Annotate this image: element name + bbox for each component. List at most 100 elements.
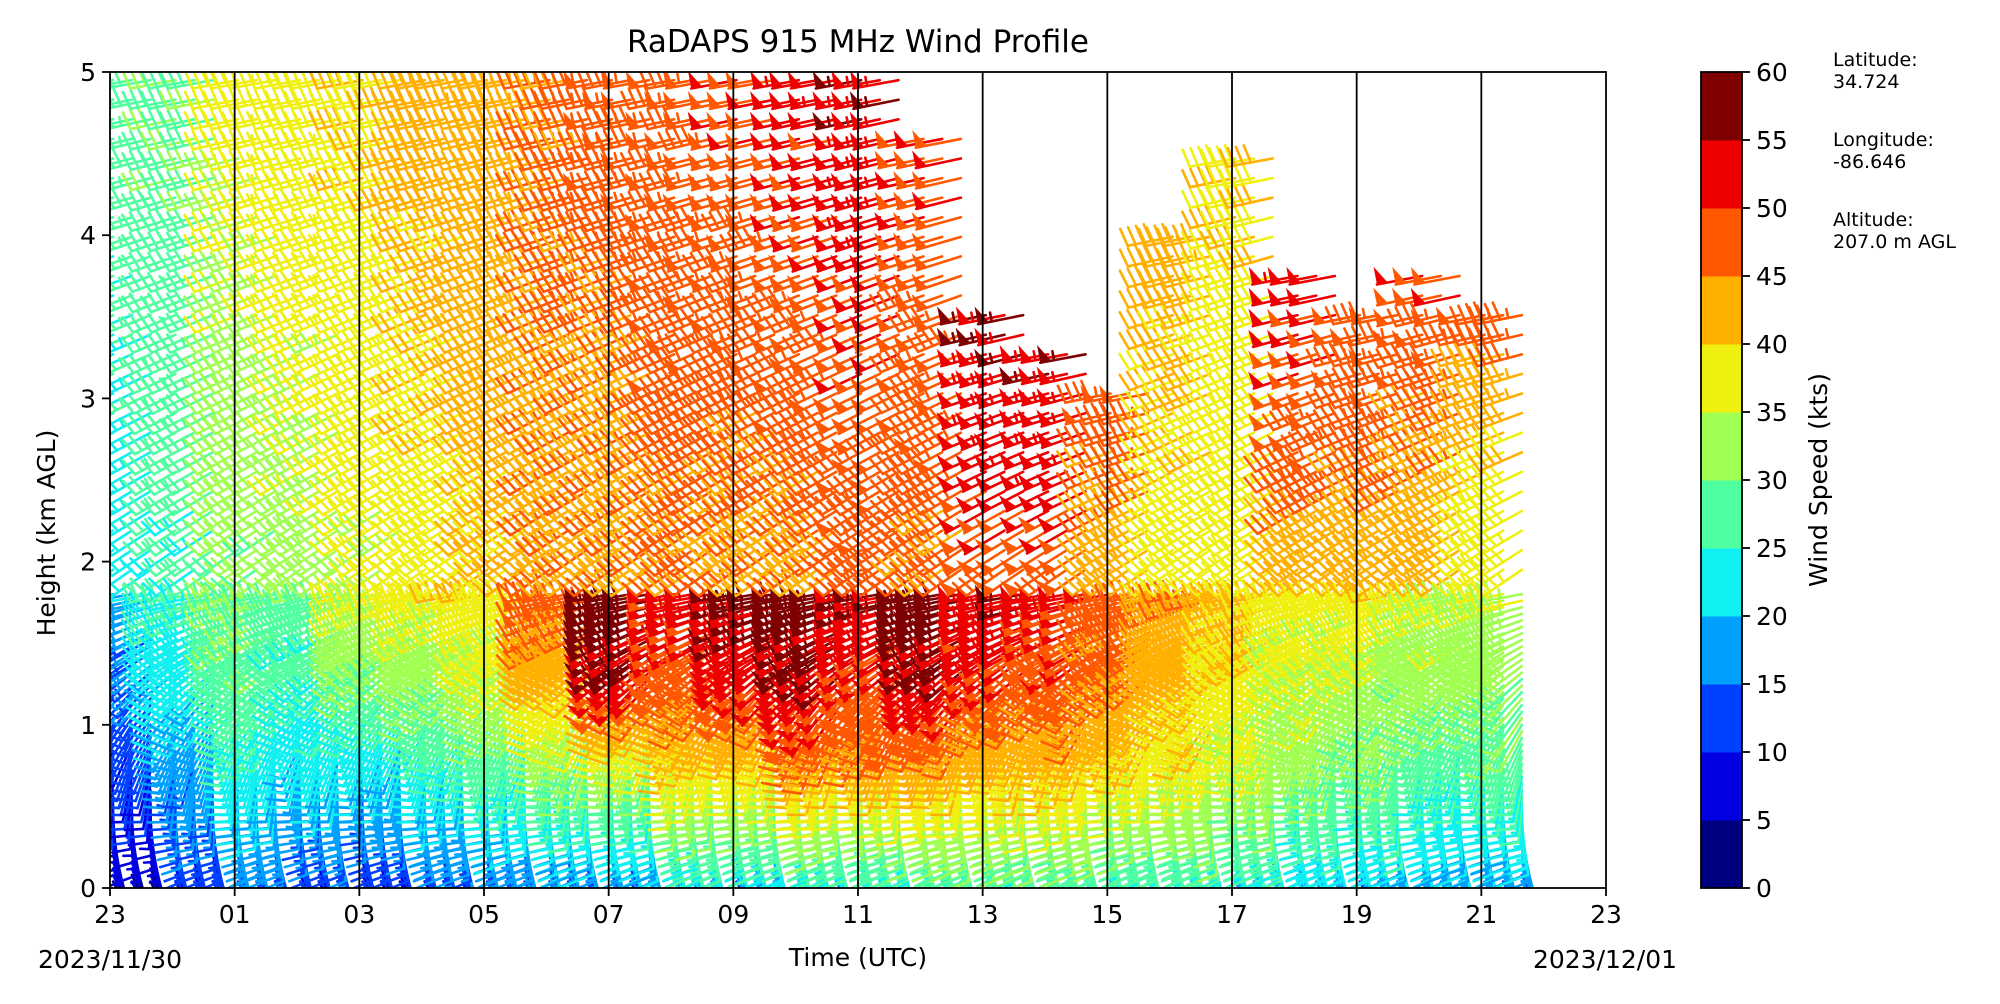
end-date-label: 2023/12/01: [1533, 945, 1677, 974]
barb-flag: [96, 856, 114, 860]
barb-flag: [125, 829, 143, 830]
barb-flag: [282, 922, 296, 934]
barb-flag: [61, 461, 73, 475]
barb-flag: [377, 893, 393, 902]
barb-flag: [97, 276, 107, 292]
barb-half-flag: [100, 218, 103, 227]
barb-half-flag: [82, 439, 86, 447]
barb-half-flag: [82, 278, 85, 286]
barb-flag: [193, 172, 202, 188]
barb-half-flag: [82, 258, 85, 267]
chart-title: RaDAPS 915 MHz Wind Profile: [627, 24, 1089, 60]
barb-half-flag: [111, 875, 120, 876]
barb-flag: [98, 399, 109, 413]
barb-flag: [347, 440, 359, 454]
barb-flag: [88, 742, 105, 749]
barb-flag: [218, 433, 230, 447]
barb-flag: [79, 629, 90, 644]
wind-barb: [256, 881, 277, 934]
barb-flag: [152, 836, 170, 838]
barb-half-flag: [82, 97, 84, 106]
barb-flag: [60, 379, 71, 394]
barb-flag: [86, 477, 98, 491]
barb-flag: [61, 664, 74, 677]
barb-half-flag: [101, 358, 105, 366]
barb-flag: [98, 358, 109, 373]
barb-half-flag: [145, 922, 153, 926]
barb-flag: [388, 922, 402, 934]
barb-flag: [343, 433, 355, 447]
barb-flag: [67, 274, 77, 290]
barb-flag: [176, 905, 192, 915]
barb-flag: [97, 256, 107, 272]
barb-flag: [285, 481, 297, 495]
barb-half-flag: [131, 881, 140, 883]
barb-flag: [348, 481, 360, 495]
barb-flag: [94, 775, 112, 779]
barb-flag: [60, 638, 71, 653]
barb-half-flag: [158, 905, 166, 908]
barb-staff: [71, 335, 113, 353]
barb-flag: [79, 481, 91, 495]
barb-flag: [223, 481, 235, 495]
barb-flag: [301, 905, 317, 915]
barb-flag: [149, 457, 161, 471]
barb-flag: [343, 849, 361, 852]
barb-flag: [68, 192, 77, 208]
barb-flag: [80, 673, 93, 686]
barb-staff: [319, 868, 337, 910]
barb-flag: [331, 807, 349, 808]
barb-flag: [122, 174, 131, 190]
barb-flag: [345, 856, 363, 860]
barb-flag: [252, 893, 268, 902]
barb-flag: [67, 396, 78, 410]
barb-flag: [83, 699, 98, 710]
barb-flag: [61, 585, 68, 602]
barb-flag: [86, 457, 98, 471]
barb-staff: [68, 601, 113, 611]
barb-half-flag: [264, 909, 272, 913]
barb-flag: [68, 436, 80, 450]
barb-flag: [86, 294, 96, 309]
barb-flag: [86, 192, 95, 208]
barb-flag: [68, 111, 76, 128]
barb-half-flag: [101, 298, 104, 306]
barb-flag: [79, 655, 91, 669]
barb-staff: [70, 256, 113, 271]
wind-barb: [84, 770, 114, 815]
barb-flag: [60, 594, 68, 611]
barb-flag: [97, 620, 107, 636]
barb-half-flag: [83, 519, 88, 527]
barb-half-flag: [76, 665, 81, 673]
barb-flag: [67, 375, 78, 390]
barb-half-flag: [282, 903, 290, 906]
barb-staff: [71, 627, 114, 644]
barb-half-flag: [93, 608, 95, 617]
barb-flag: [94, 849, 112, 852]
wind-barb: [61, 90, 114, 108]
barb-flag: [68, 151, 76, 167]
barb-flag: [67, 626, 78, 641]
barb-flag: [60, 194, 69, 210]
barb-flag: [67, 355, 78, 370]
barb-flag: [79, 133, 87, 150]
barb-flag: [91, 758, 108, 764]
barb-flag: [298, 899, 314, 908]
barb-half-flag: [148, 875, 157, 876]
barb-flag: [60, 256, 70, 272]
barb-flag: [68, 457, 80, 471]
barb-flag: [79, 338, 90, 353]
barb-flag: [368, 807, 386, 808]
barb-flag: [69, 584, 76, 601]
wind-barb: [381, 881, 402, 934]
barb-half-flag: [93, 592, 95, 601]
barb-flag: [79, 638, 90, 653]
barb-half-flag: [78, 690, 84, 697]
barb-flag: [64, 699, 79, 710]
barb-flag: [68, 497, 81, 510]
barb-staff: [68, 100, 113, 109]
barb-flag: [79, 585, 86, 602]
barb-flag: [355, 829, 373, 830]
barb-flag: [87, 518, 100, 531]
